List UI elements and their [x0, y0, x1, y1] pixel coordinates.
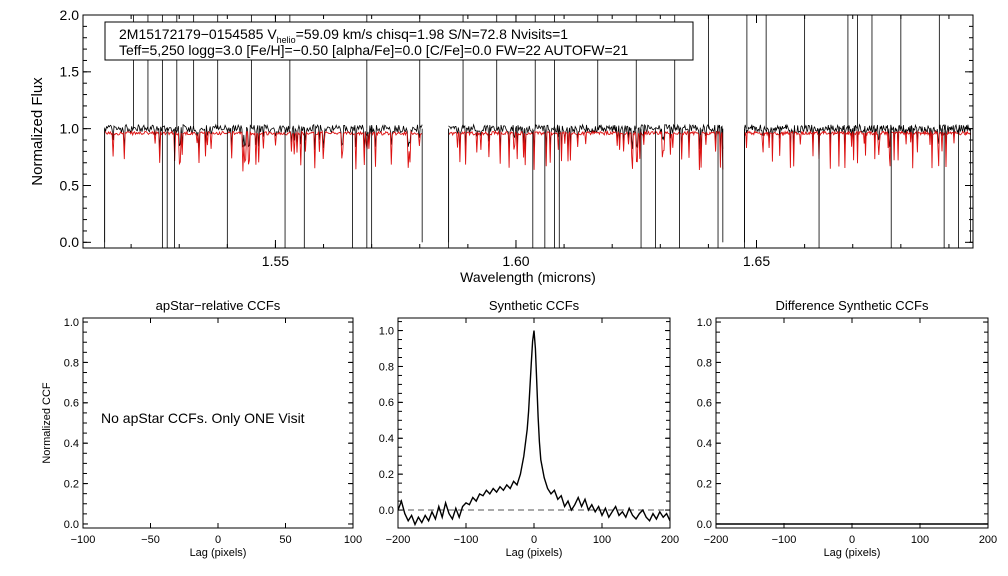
- apstar-ccf-y-tick-label: 0.6: [64, 398, 79, 410]
- difference-ccf-frame: [715, 317, 989, 529]
- spectrum-frame: [82, 14, 974, 249]
- observed-spectrum-line: [448, 123, 724, 153]
- apstar-ccf-title: apStar−relative CCFs: [156, 298, 281, 313]
- apstar-ccf-x-tick-label: 50: [279, 534, 291, 546]
- difference-ccf-y-tick-label: 0.8: [697, 357, 712, 369]
- spectrum-x-tick-label: 1.65: [743, 253, 770, 269]
- difference-ccf-y-tick-label: 0.0: [697, 519, 712, 531]
- spectrum-y-tick-label: 1.5: [60, 64, 80, 80]
- difference-ccf-x-tick-label: 100: [911, 534, 929, 546]
- apstar-ccf-x-tick-label: −100: [71, 534, 96, 546]
- synthetic-ccf-y-tick-label: 0.2: [379, 469, 394, 481]
- apstar-ccf-y-tick-label: 0.8: [64, 357, 79, 369]
- synthetic-ccf-x-tick-label: 0: [531, 534, 537, 546]
- spectrum-x-label: Wavelength (microns): [460, 269, 596, 285]
- synthetic-ccf-x-label: Lag (pixels): [506, 547, 563, 559]
- model-spectrum-line: [104, 130, 423, 172]
- apstar-ccf-y-tick-label: 0.4: [64, 438, 79, 450]
- apstar-ccf-panel: −100 −50 0 50 100 0.0 0.2 0.4 0.6 0.8 1.0 apStar−re…: [41, 298, 362, 559]
- synthetic-ccf-panel: −200 −100 0 100 200 0.0 0.2 0.4 0.6 0.8 1.0 Synthet…: [379, 298, 679, 559]
- difference-ccf-y-tick-label: 0.4: [697, 438, 712, 450]
- difference-ccf-x-label: Lag (pixels): [824, 547, 881, 559]
- synthetic-ccf-x-tick-label: −100: [454, 534, 479, 546]
- synthetic-ccf-y-tick-label: 0.6: [379, 397, 394, 409]
- spectrum-y-label: Normalized Flux: [29, 77, 46, 186]
- spectrum-y-tick-label: 1.0: [60, 121, 80, 137]
- difference-ccf-x-tick-label: 200: [979, 534, 997, 546]
- apstar-ccf-x-tick-label: −50: [141, 534, 160, 546]
- difference-ccf-x-tick-label: 0: [849, 534, 855, 546]
- spectrum-y-tick-label: 2.0: [60, 7, 80, 23]
- spectrum-x-tick-label: 1.55: [262, 253, 289, 269]
- difference-ccf-panel: −200 −100 0 100 200 0.0 0.2 0.4 0.6 0.8 1.0 Differe…: [697, 298, 997, 559]
- model-spectrum-line: [448, 129, 724, 171]
- apstar-ccf-x-label: Lag (pixels): [190, 547, 247, 559]
- apstar-ccf-x-tick-label: 100: [344, 534, 362, 546]
- apstar-ccf-y-tick-label: 0.0: [64, 519, 79, 531]
- spectrum-y-tick-label: 0.5: [60, 177, 80, 193]
- apstar-ccf-y-tick-label: 1.0: [64, 317, 79, 329]
- info-box: 2M15172179−0154585 Vhelio=59.09 km/s chi…: [104, 21, 694, 61]
- no-ccf-message: No apStar CCFs. Only ONE Visit: [101, 410, 305, 426]
- synthetic-ccf-y-tick-label: 0.4: [379, 433, 394, 445]
- synthetic-ccf-x-tick-label: −200: [386, 534, 411, 546]
- info-box-line-2: Teff=5,250 logg=3.0 [Fe/H]=−0.50 [alpha/…: [119, 42, 628, 58]
- difference-ccf-y-tick-label: 0.6: [697, 398, 712, 410]
- info-box-line-1: 2M15172179−0154585 Vhelio=59.09 km/s chi…: [119, 26, 568, 45]
- difference-ccf-x-tick-label: −100: [772, 534, 797, 546]
- synthetic-ccf-y-tick-label: 0.0: [379, 505, 394, 517]
- apstar-ccf-y-tick-label: 0.2: [64, 478, 79, 490]
- difference-ccf-y-tick-label: 1.0: [697, 317, 712, 329]
- difference-ccf-y-tick-label: 0.2: [697, 478, 712, 490]
- model-spectrum-line: [744, 129, 972, 169]
- synthetic-ccf-frame: [397, 317, 671, 529]
- synthetic-ccf-series-line: [398, 330, 670, 527]
- observed-spectrum-line: [104, 123, 423, 151]
- spectrum-x-tick-label: 1.60: [502, 253, 529, 269]
- spectrum-y-tick-label: 0.0: [60, 234, 80, 250]
- difference-ccf-title: Difference Synthetic CCFs: [776, 298, 929, 313]
- synthetic-ccf-y-tick-label: 0.8: [379, 361, 394, 373]
- synthetic-ccf-y-tick-label: 1.0: [379, 325, 394, 337]
- synthetic-ccf-x-tick-label: 100: [593, 534, 611, 546]
- apstar-ccf-x-tick-label: 0: [215, 534, 221, 546]
- synthetic-ccf-title: Synthetic CCFs: [489, 298, 580, 313]
- info-box-frame: [104, 21, 694, 61]
- apstar-ccf-y-label: Normalized CCF: [41, 382, 53, 464]
- difference-ccf-x-tick-label: −200: [704, 534, 729, 546]
- synthetic-ccf-x-tick-label: 200: [661, 534, 679, 546]
